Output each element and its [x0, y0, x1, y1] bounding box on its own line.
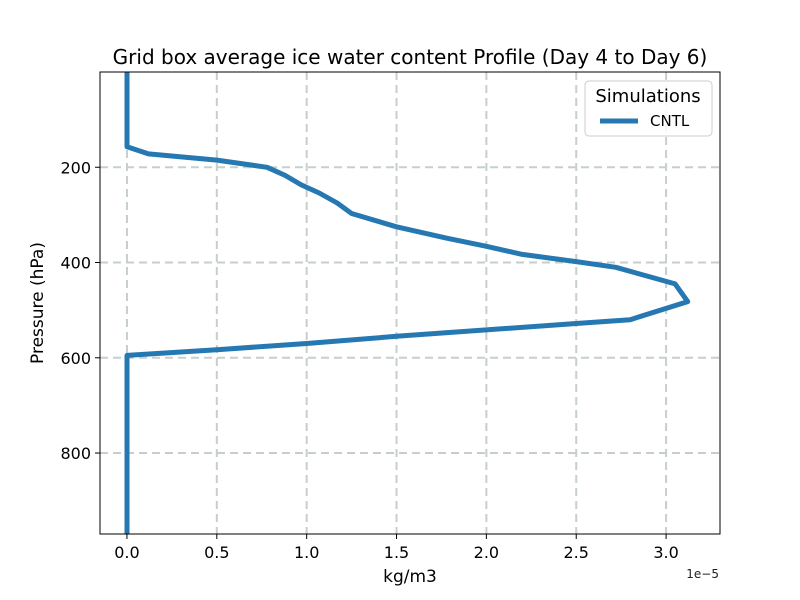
- x-tick-label: 0.5: [204, 543, 229, 562]
- x-tick-label: 2.5: [564, 543, 589, 562]
- y-tick-label: 800: [60, 444, 91, 463]
- x-tick-label: 2.0: [474, 543, 499, 562]
- x-tick-label: 3.0: [653, 543, 678, 562]
- x-axis-ticks: 0.0 0.5 1.0 1.5 2.0 2.5 3.0: [114, 534, 679, 562]
- x-tick-label: 1.0: [294, 543, 319, 562]
- y-tick-label: 200: [60, 158, 91, 177]
- chart-title: Grid box average ice water content Profi…: [113, 45, 708, 69]
- x-tick-label: 1.5: [384, 543, 409, 562]
- series-line-cntl: [124, 72, 691, 534]
- legend-entry-cntl: CNTL: [650, 112, 690, 130]
- x-tick-label: 0.0: [114, 543, 139, 562]
- plot-frame: [99, 71, 721, 535]
- x-axis-label: kg/m3: [383, 567, 437, 587]
- x-axis-offset-label: 1e−5: [686, 567, 719, 581]
- legend-title: Simulations: [595, 86, 700, 107]
- y-tick-label: 600: [60, 349, 91, 368]
- legend: Simulations CNTL: [584, 80, 713, 137]
- y-axis-ticks: 200 400 600 800: [60, 158, 100, 463]
- y-axis-label: Pressure (hPa): [28, 242, 48, 364]
- data-series: [124, 72, 691, 534]
- y-tick-label: 400: [60, 254, 91, 273]
